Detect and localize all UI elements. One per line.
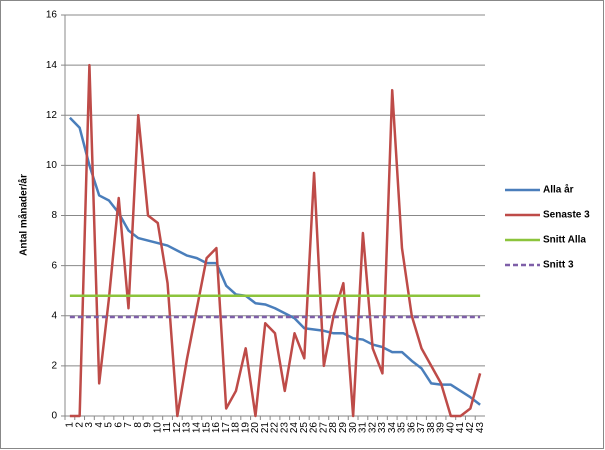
x-tick-label: 38 — [426, 422, 437, 434]
x-tick-label: 12 — [172, 422, 183, 434]
x-tick-label: 28 — [328, 422, 339, 434]
legend-label: Senaste 3 — [543, 210, 590, 221]
x-tick-label: 36 — [406, 422, 417, 434]
y-tick-label: 6 — [51, 260, 57, 271]
x-tick-label: 25 — [299, 422, 310, 434]
line-series — [68, 116, 481, 406]
x-tick-label: 23 — [279, 422, 290, 434]
x-tick-label: 3 — [84, 422, 95, 428]
y-tick-label: 4 — [51, 310, 57, 321]
x-tick-label: 17 — [221, 422, 232, 434]
x-tick-label: 10 — [152, 422, 163, 434]
x-tick-label: 43 — [475, 422, 486, 434]
x-tick-label: 5 — [104, 422, 115, 428]
x-tick-label: 35 — [397, 422, 408, 434]
x-tick-label: 1 — [65, 422, 76, 428]
x-tick-label: 7 — [123, 422, 134, 428]
x-tick-label: 40 — [445, 422, 456, 434]
x-tick-label: 27 — [318, 422, 329, 434]
y-tick-label: 14 — [46, 60, 58, 71]
x-tick-label: 14 — [192, 422, 203, 434]
x-tick-label: 15 — [201, 422, 212, 434]
line-series — [69, 63, 482, 418]
x-tick-label: 30 — [348, 422, 359, 434]
legend-label: Snitt 3 — [543, 260, 574, 271]
x-tick-label: 6 — [113, 422, 124, 428]
x-tick-label: 20 — [250, 422, 261, 434]
x-tick-label: 8 — [133, 422, 144, 428]
x-tick-label: 34 — [387, 422, 398, 434]
x-tick-label: 24 — [289, 422, 300, 434]
y-tick-label: 10 — [46, 160, 58, 171]
x-tick-label: 39 — [436, 422, 447, 434]
x-tick-label: 32 — [367, 422, 378, 434]
y-tick-label: 16 — [46, 10, 58, 21]
x-tick-label: 31 — [358, 422, 369, 434]
x-tick-label: 22 — [270, 422, 281, 434]
x-tick-label: 33 — [377, 422, 388, 434]
x-tick-label: 13 — [182, 422, 193, 434]
legend-label: Alla år — [543, 184, 574, 196]
x-tick-label: 41 — [455, 422, 466, 434]
x-tick-label: 26 — [309, 422, 320, 434]
y-tick-label: 12 — [46, 110, 58, 121]
x-tick-label: 4 — [94, 422, 105, 428]
x-tick-label: 9 — [143, 422, 154, 428]
x-tick-label: 19 — [240, 422, 251, 434]
x-tick-label: 11 — [162, 422, 173, 433]
x-tick-label: 2 — [74, 422, 85, 428]
x-tick-label: 16 — [211, 422, 222, 434]
y-tick-label: 8 — [51, 210, 57, 221]
x-tick-label: 18 — [231, 422, 242, 434]
x-tick-label: 21 — [260, 422, 271, 434]
x-tick-label: 42 — [465, 422, 476, 434]
x-tick-label: 29 — [338, 422, 349, 434]
y-tick-label: 2 — [51, 361, 57, 372]
legend-label: Snitt Alla — [543, 235, 586, 246]
x-tick-label: 37 — [416, 422, 427, 434]
y-tick-label: 0 — [51, 411, 57, 422]
y-axis-label: Antal månader/år — [18, 174, 30, 256]
